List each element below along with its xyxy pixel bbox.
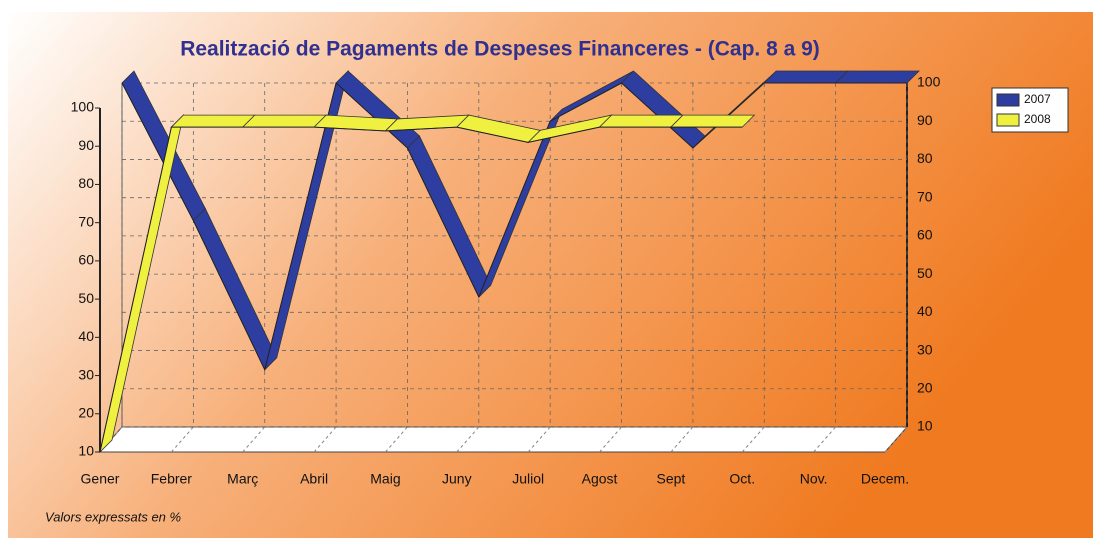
x-tick-label: Sept [657,471,686,487]
ribbon-face [241,114,328,128]
x-tick-label: Març [227,471,258,487]
y2-tick-label: 40 [917,303,933,319]
x-tick-label: Decem. [861,471,909,487]
series-line [99,126,743,453]
y-tick-label: 10 [78,443,94,459]
x-tick-label: Gener [81,471,120,487]
x-tick-label: Oct. [729,471,755,487]
y-tick-label: 30 [78,366,94,382]
ribbon-face [170,114,256,128]
y2-tick-label: 90 [917,112,933,128]
y2-tick-label: 100 [917,74,941,90]
x-tick-label: Nov. [800,471,828,487]
ribbon-face [763,70,849,84]
y-tick-label: 40 [78,328,94,344]
chart-title: Realització de Pagaments de Despeses Fin… [180,38,820,61]
x-tick-label: Agost [582,471,618,487]
footnote: Valors expressats en % [45,509,181,524]
x-tick-label: Abril [300,471,328,487]
y-tick-label: 90 [78,137,94,153]
y2-tick-label: 70 [917,188,933,204]
floor [98,426,909,453]
legend-label: 2008 [1024,112,1051,126]
y-tick-label: 60 [78,252,94,268]
x-tick-label: Juny [442,471,472,487]
y2-tick-label: 20 [917,379,933,395]
y-tick-label: 80 [78,175,94,191]
y-tick-label: 20 [78,404,94,420]
ribbon-face [669,114,756,128]
series-line [121,82,907,372]
x-tick-label: Febrer [151,471,193,487]
legend-swatch [996,93,1020,107]
y-tick-label: 100 [71,99,95,115]
legend-label: 2007 [1024,92,1051,106]
x-tick-label: Juliol [512,471,544,487]
y2-tick-label: 50 [917,265,933,281]
y2-tick-label: 60 [917,227,933,243]
x-tick-label: Maig [370,471,400,487]
ribbon-face [598,114,684,128]
y2-tick-label: 80 [917,150,933,166]
y-tick-label: 50 [78,290,94,306]
y-tick-label: 70 [78,213,94,229]
y2-tick-label: 30 [917,341,933,357]
legend-swatch [996,113,1020,127]
ribbon-face [834,70,920,84]
y2-tick-label: 10 [917,418,933,434]
